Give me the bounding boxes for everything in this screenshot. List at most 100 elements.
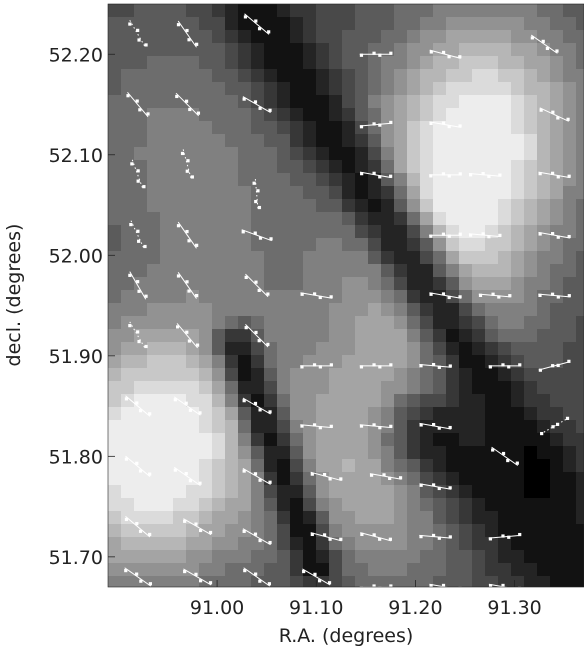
heatmap-cell bbox=[147, 381, 161, 395]
heatmap-cell bbox=[160, 446, 174, 460]
heatmap-cell bbox=[472, 225, 486, 239]
heatmap-cell bbox=[316, 381, 330, 395]
vector-line bbox=[129, 321, 147, 350]
heatmap-cell bbox=[485, 69, 499, 83]
heatmap-cell bbox=[485, 381, 499, 395]
heatmap-cell bbox=[121, 251, 135, 265]
heatmap-cell bbox=[186, 485, 200, 499]
vector-point bbox=[458, 55, 462, 59]
heatmap-cell bbox=[498, 576, 512, 587]
heatmap-cell bbox=[485, 498, 499, 512]
heatmap-cell bbox=[238, 108, 252, 122]
heatmap-cell bbox=[238, 82, 252, 96]
heatmap-cell bbox=[212, 264, 226, 278]
heatmap-cell bbox=[524, 381, 538, 395]
heatmap-cell bbox=[394, 238, 408, 252]
heatmap-cell bbox=[134, 355, 148, 369]
heatmap-cell bbox=[576, 238, 584, 252]
vector-line bbox=[125, 516, 151, 538]
vector-line bbox=[491, 446, 519, 466]
heatmap-cell bbox=[329, 277, 343, 291]
heatmap-cell bbox=[381, 173, 395, 187]
heatmap-cell bbox=[251, 108, 265, 122]
heatmap-cell bbox=[316, 225, 330, 239]
heatmap-cell bbox=[381, 576, 395, 587]
heatmap-cell bbox=[147, 290, 161, 304]
heatmap-cell bbox=[420, 485, 434, 499]
vector-point bbox=[139, 579, 143, 583]
heatmap-cell bbox=[394, 17, 408, 31]
heatmap-cell bbox=[524, 446, 538, 460]
heatmap-cell bbox=[550, 199, 564, 213]
heatmap-cell bbox=[264, 147, 278, 161]
heatmap-cell bbox=[225, 329, 239, 343]
vector-point bbox=[187, 239, 191, 243]
vector-point bbox=[146, 112, 150, 116]
vector-point bbox=[491, 448, 495, 452]
heatmap-cell bbox=[290, 498, 304, 512]
vector-point bbox=[258, 408, 262, 412]
vector-point bbox=[448, 535, 452, 539]
heatmap-cell bbox=[108, 251, 122, 265]
heatmap-cell bbox=[342, 173, 356, 187]
heatmap-cell bbox=[264, 381, 278, 395]
heatmap-cell bbox=[303, 238, 317, 252]
vector-point bbox=[389, 120, 393, 125]
heatmap-cell bbox=[563, 511, 577, 525]
vector-point bbox=[538, 172, 542, 176]
heatmap-cell bbox=[420, 264, 434, 278]
heatmap-cell bbox=[407, 407, 421, 421]
heatmap-cell bbox=[381, 342, 395, 356]
heatmap-cell bbox=[394, 342, 408, 356]
heatmap-cell bbox=[264, 459, 278, 473]
heatmap-cell bbox=[251, 511, 265, 525]
heatmap-cell bbox=[485, 550, 499, 564]
heatmap-cell bbox=[472, 303, 486, 317]
heatmap-cell bbox=[251, 394, 265, 408]
heatmap-cell bbox=[459, 446, 473, 460]
vector-point bbox=[128, 273, 132, 277]
heatmap-cell bbox=[355, 134, 369, 148]
vector-line bbox=[302, 568, 331, 586]
heatmap-cell bbox=[147, 56, 161, 70]
heatmap-cell bbox=[472, 160, 486, 174]
heatmap-cell bbox=[186, 355, 200, 369]
heatmap-cell bbox=[147, 420, 161, 434]
heatmap-cell bbox=[316, 342, 330, 356]
heatmap-cell bbox=[420, 134, 434, 148]
heatmap-cell bbox=[433, 446, 447, 460]
vector-point bbox=[256, 189, 260, 193]
vector-point bbox=[196, 111, 201, 115]
heatmap-cell bbox=[537, 134, 551, 148]
heatmap-cell bbox=[264, 121, 278, 135]
heatmap-cell bbox=[446, 108, 460, 122]
vector-line bbox=[129, 271, 147, 300]
heatmap-cell bbox=[433, 498, 447, 512]
vector-point bbox=[555, 422, 560, 426]
heatmap-cell bbox=[355, 251, 369, 265]
heatmap-cell bbox=[433, 160, 447, 174]
heatmap-cell bbox=[420, 329, 434, 343]
heatmap-cell bbox=[329, 108, 343, 122]
heatmap-cell bbox=[264, 342, 278, 356]
heatmap-cell bbox=[186, 303, 200, 317]
heatmap-cell bbox=[498, 316, 512, 330]
heatmap-cell bbox=[433, 186, 447, 200]
vector-point bbox=[437, 426, 441, 430]
heatmap-cell bbox=[212, 4, 226, 18]
heatmap-cell bbox=[316, 212, 330, 226]
heatmap-cell bbox=[238, 199, 252, 213]
heatmap-cell bbox=[277, 342, 291, 356]
heatmap-cell bbox=[576, 550, 584, 564]
heatmap-cell bbox=[147, 394, 161, 408]
polarization-vector bbox=[180, 149, 194, 181]
heatmap-cell bbox=[160, 407, 174, 421]
heatmap-cell bbox=[108, 394, 122, 408]
heatmap-cell bbox=[485, 160, 499, 174]
heatmap-cell bbox=[537, 264, 551, 278]
heatmap-cell bbox=[342, 485, 356, 499]
vector-point bbox=[185, 28, 189, 33]
heatmap-cell bbox=[407, 394, 421, 408]
heatmap-cell bbox=[407, 4, 421, 18]
vector-point bbox=[313, 572, 317, 576]
